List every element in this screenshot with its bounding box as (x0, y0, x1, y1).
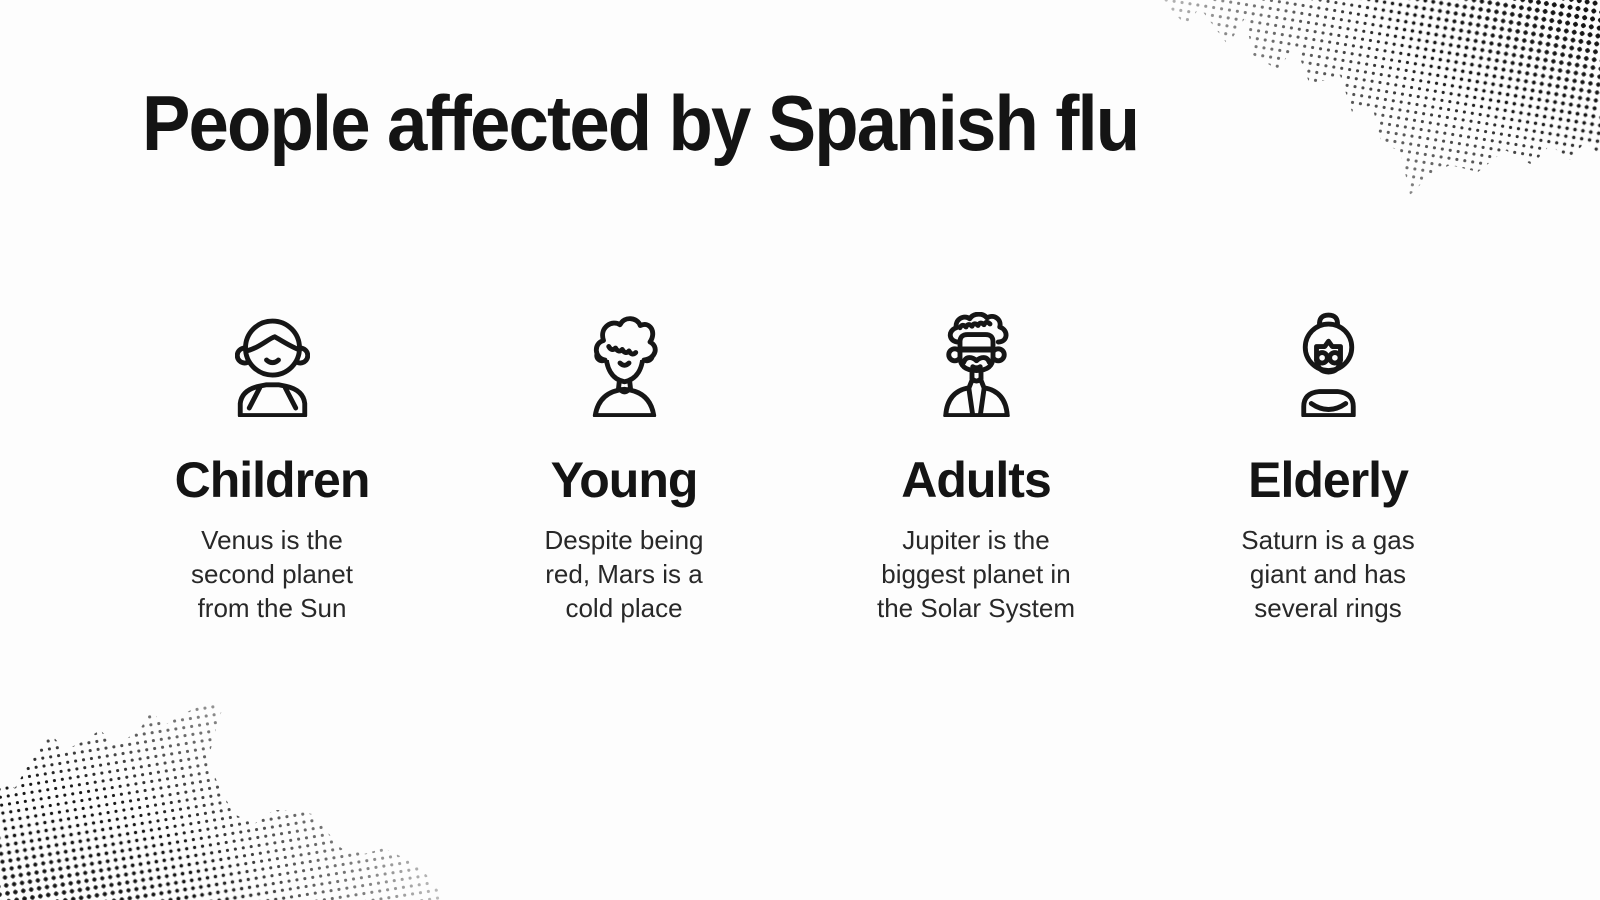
group-description: Saturn is a gas giant and has several ri… (1241, 525, 1415, 623)
group-adults: Adults Jupiter is the biggest planet in … (800, 312, 1152, 625)
group-description: Venus is the second planet from the Sun (191, 525, 353, 623)
adult-avatar-icon (939, 312, 1014, 418)
group-elderly: Elderly Saturn is a gas giant and has se… (1152, 312, 1504, 625)
halftone-clip-shape (0, 703, 445, 900)
group-title: Adults (901, 452, 1052, 508)
slide-title: People affected by Spanish flu (142, 79, 1140, 167)
group-title: Elderly (1248, 452, 1409, 508)
halftone-dots-bottom-left-decoration (0, 680, 450, 900)
group-description: Despite being red, Mars is a cold place (544, 525, 704, 623)
group-young: Young Despite being red, Mars is a cold … (448, 312, 800, 625)
child-avatar-icon (234, 312, 310, 418)
halftone-dot-pattern (0, 703, 445, 900)
groups-row: Children Venus is the second planet from… (96, 312, 1504, 625)
group-description: Jupiter is the biggest planet in the Sol… (877, 525, 1075, 623)
halftone-dot-pattern-dense (0, 703, 445, 900)
group-title: Children (174, 452, 371, 508)
halftone-dot-pattern (1163, 0, 1600, 195)
halftone-clip-shape (1163, 0, 1600, 195)
young-avatar-icon (587, 312, 662, 418)
group-children: Children Venus is the second planet from… (96, 312, 448, 625)
group-title: Young (550, 452, 699, 508)
elderly-avatar-icon (1291, 312, 1366, 418)
halftone-dots-top-right-decoration (1150, 0, 1600, 215)
halftone-dot-pattern-dense (1163, 0, 1600, 195)
